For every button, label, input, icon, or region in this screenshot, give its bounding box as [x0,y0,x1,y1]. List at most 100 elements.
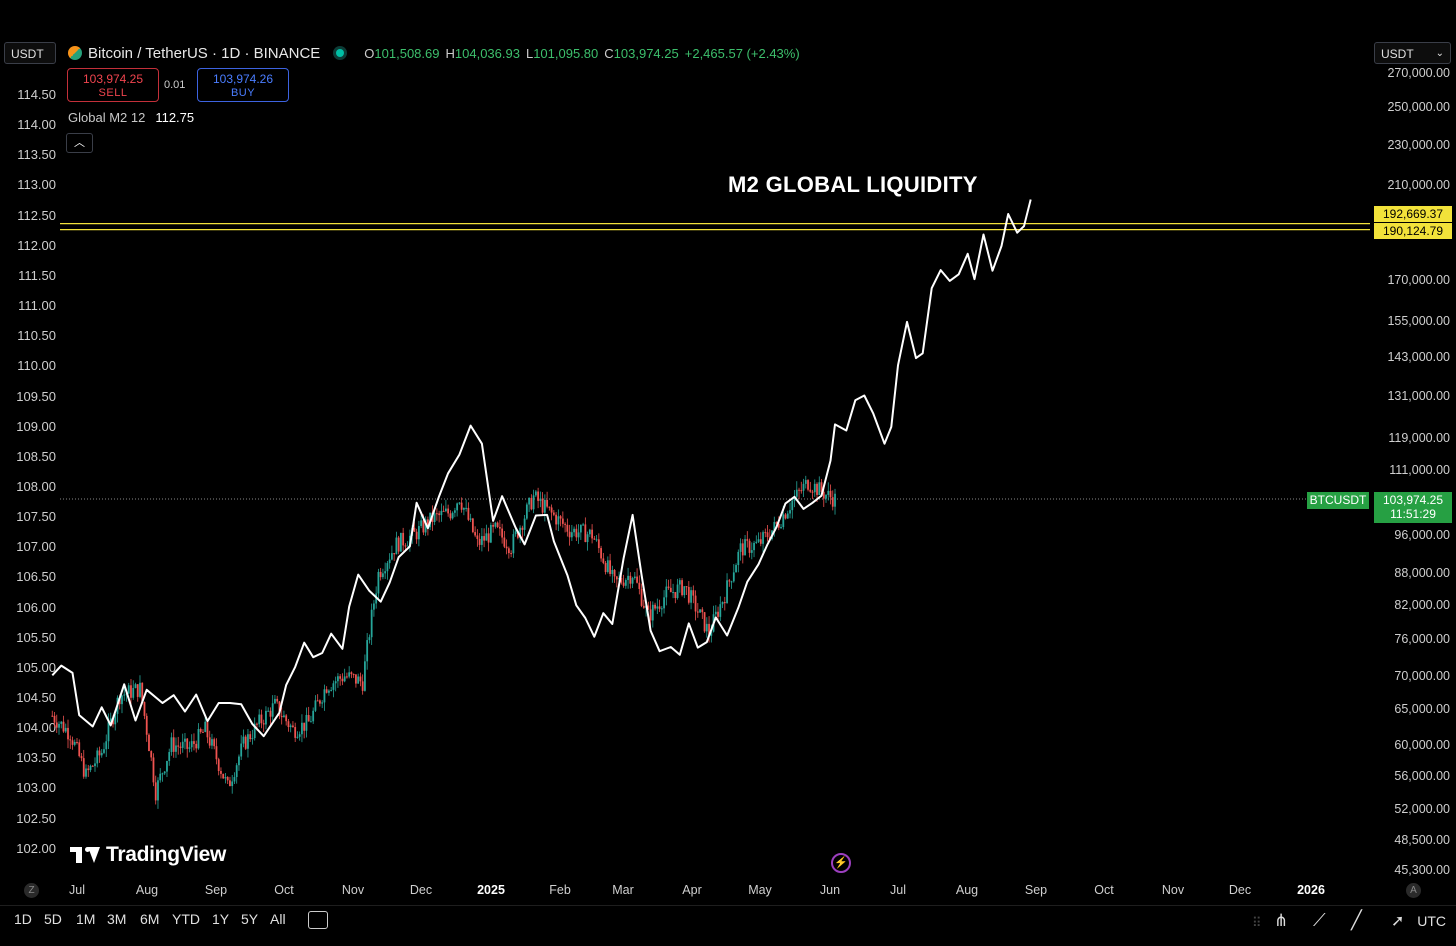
candle-body [735,565,737,573]
candle-body [622,582,625,586]
right-currency-value: USDT [1381,47,1414,61]
lightning-icon[interactable]: ⚡ [831,853,851,873]
time-axis-tick: Dec [1228,883,1252,897]
candle-body [64,727,67,732]
candle-body [789,510,791,514]
chart-annotation[interactable]: M2 GLOBAL LIQUIDITY [728,172,978,197]
candle-body [573,528,575,533]
right-axis-tick: 155,000.00 [1387,314,1450,328]
candle-body [143,702,146,716]
candle-body [773,521,776,531]
time-axis-tick: Nov [1161,883,1185,897]
range-5y-button[interactable]: 5Y [241,911,259,927]
time-axis-tick: Dec [409,883,433,897]
candle-body [631,578,634,584]
range-6m-button[interactable]: 6M [140,911,160,927]
candle-body [449,513,452,519]
candle-body [460,502,463,510]
range-1m-button[interactable]: 1M [76,911,96,927]
left-axis-tick: 113.50 [17,147,56,163]
indicator-value: 112.75 [155,110,195,125]
range-1y-button[interactable]: 1Y [212,911,230,927]
range-5d-button[interactable]: 5D [44,911,62,927]
candle-body [105,741,108,750]
candle-body [759,539,762,544]
candle-body [440,510,443,516]
left-axis-tick: 114.50 [17,87,56,102]
symbol-title[interactable]: Bitcoin / TetherUS · 1D · BINANCE [88,44,321,62]
right-axis-tick: 131,000.00 [1387,389,1450,403]
buy-price: 103,974.26 [212,72,274,86]
candle-body [438,513,441,516]
candle-body [519,527,522,538]
candle-body [699,609,701,613]
candle-body [265,710,267,725]
candle-body [782,514,785,528]
candle-body [413,527,416,532]
auto-scale-button[interactable]: A [1406,883,1421,898]
candle-body [462,507,465,510]
line-tool-icon[interactable]: ╱ [1351,910,1362,930]
candle-body [447,508,450,514]
candle-body [58,723,60,728]
candle-body [292,725,294,728]
candle-body [258,714,261,725]
timezone-button[interactable]: UTC [1417,913,1446,929]
collapse-legend-button[interactable]: ︿ [66,133,93,153]
sell-button[interactable]: 103,974.25 SELL [67,68,159,102]
candle-body [238,756,240,766]
range-3m-button[interactable]: 3M [107,911,127,927]
candle-body [611,569,614,574]
time-axis-tick: May [748,883,772,897]
candle-body [658,606,661,609]
time-axis-tick: Apr [682,883,702,897]
date-range-icon[interactable] [308,911,328,929]
candle-body [624,580,627,586]
candle-body [647,605,650,610]
candle-body [730,581,733,583]
spread-value: 0.01 [164,79,186,91]
candle-body [651,604,654,621]
indicator-legend[interactable]: Global M2 12 112.75 [68,110,194,125]
right-axis-tick: 230,000.00 [1387,138,1450,152]
candle-body [764,532,767,534]
candle-body [60,721,63,724]
candle-body [741,543,744,556]
candle-body [233,777,236,782]
candle-body [575,528,578,538]
cursor-icon[interactable]: ➚ [1391,913,1405,930]
range-all-button[interactable]: All [270,911,286,927]
range-ytd-button[interactable]: YTD [172,911,200,927]
candle-body [107,721,110,742]
candle-body [229,780,231,787]
candle-body [328,690,330,693]
left-currency-select[interactable]: USDT [4,42,56,64]
drag-handle-icon[interactable]: ⠿ [1252,915,1262,930]
candle-body [96,750,99,764]
candle-body [305,715,308,731]
candle-body [382,573,384,578]
candle-body [361,681,364,691]
candle-body [750,550,753,553]
tradingview-logo[interactable]: TradingView [70,843,226,867]
candle-body [818,482,821,495]
right-currency-select[interactable]: USDT ⌄ [1374,42,1451,64]
range-1d-button[interactable]: 1D [14,911,32,927]
candle-body [784,514,787,519]
candle-body [487,533,490,543]
buy-button[interactable]: 103,974.26 BUY [197,68,289,102]
candle-body [339,676,342,679]
candle-body [627,575,629,581]
chart-pattern-icon[interactable]: ⋔ [1274,911,1289,930]
candle-body [791,500,794,511]
trend-line-icon[interactable]: ⟋ [1313,910,1326,930]
right-axis-tick: 45,300.00 [1394,863,1450,877]
candle-body [168,752,171,761]
candle-body [177,745,180,747]
btc-symbol-label: BTCUSDT [1307,492,1369,509]
candle-body [373,603,375,610]
candle-body [615,576,618,580]
candle-body [474,532,477,536]
zoom-reset-button[interactable]: Z [24,883,39,898]
